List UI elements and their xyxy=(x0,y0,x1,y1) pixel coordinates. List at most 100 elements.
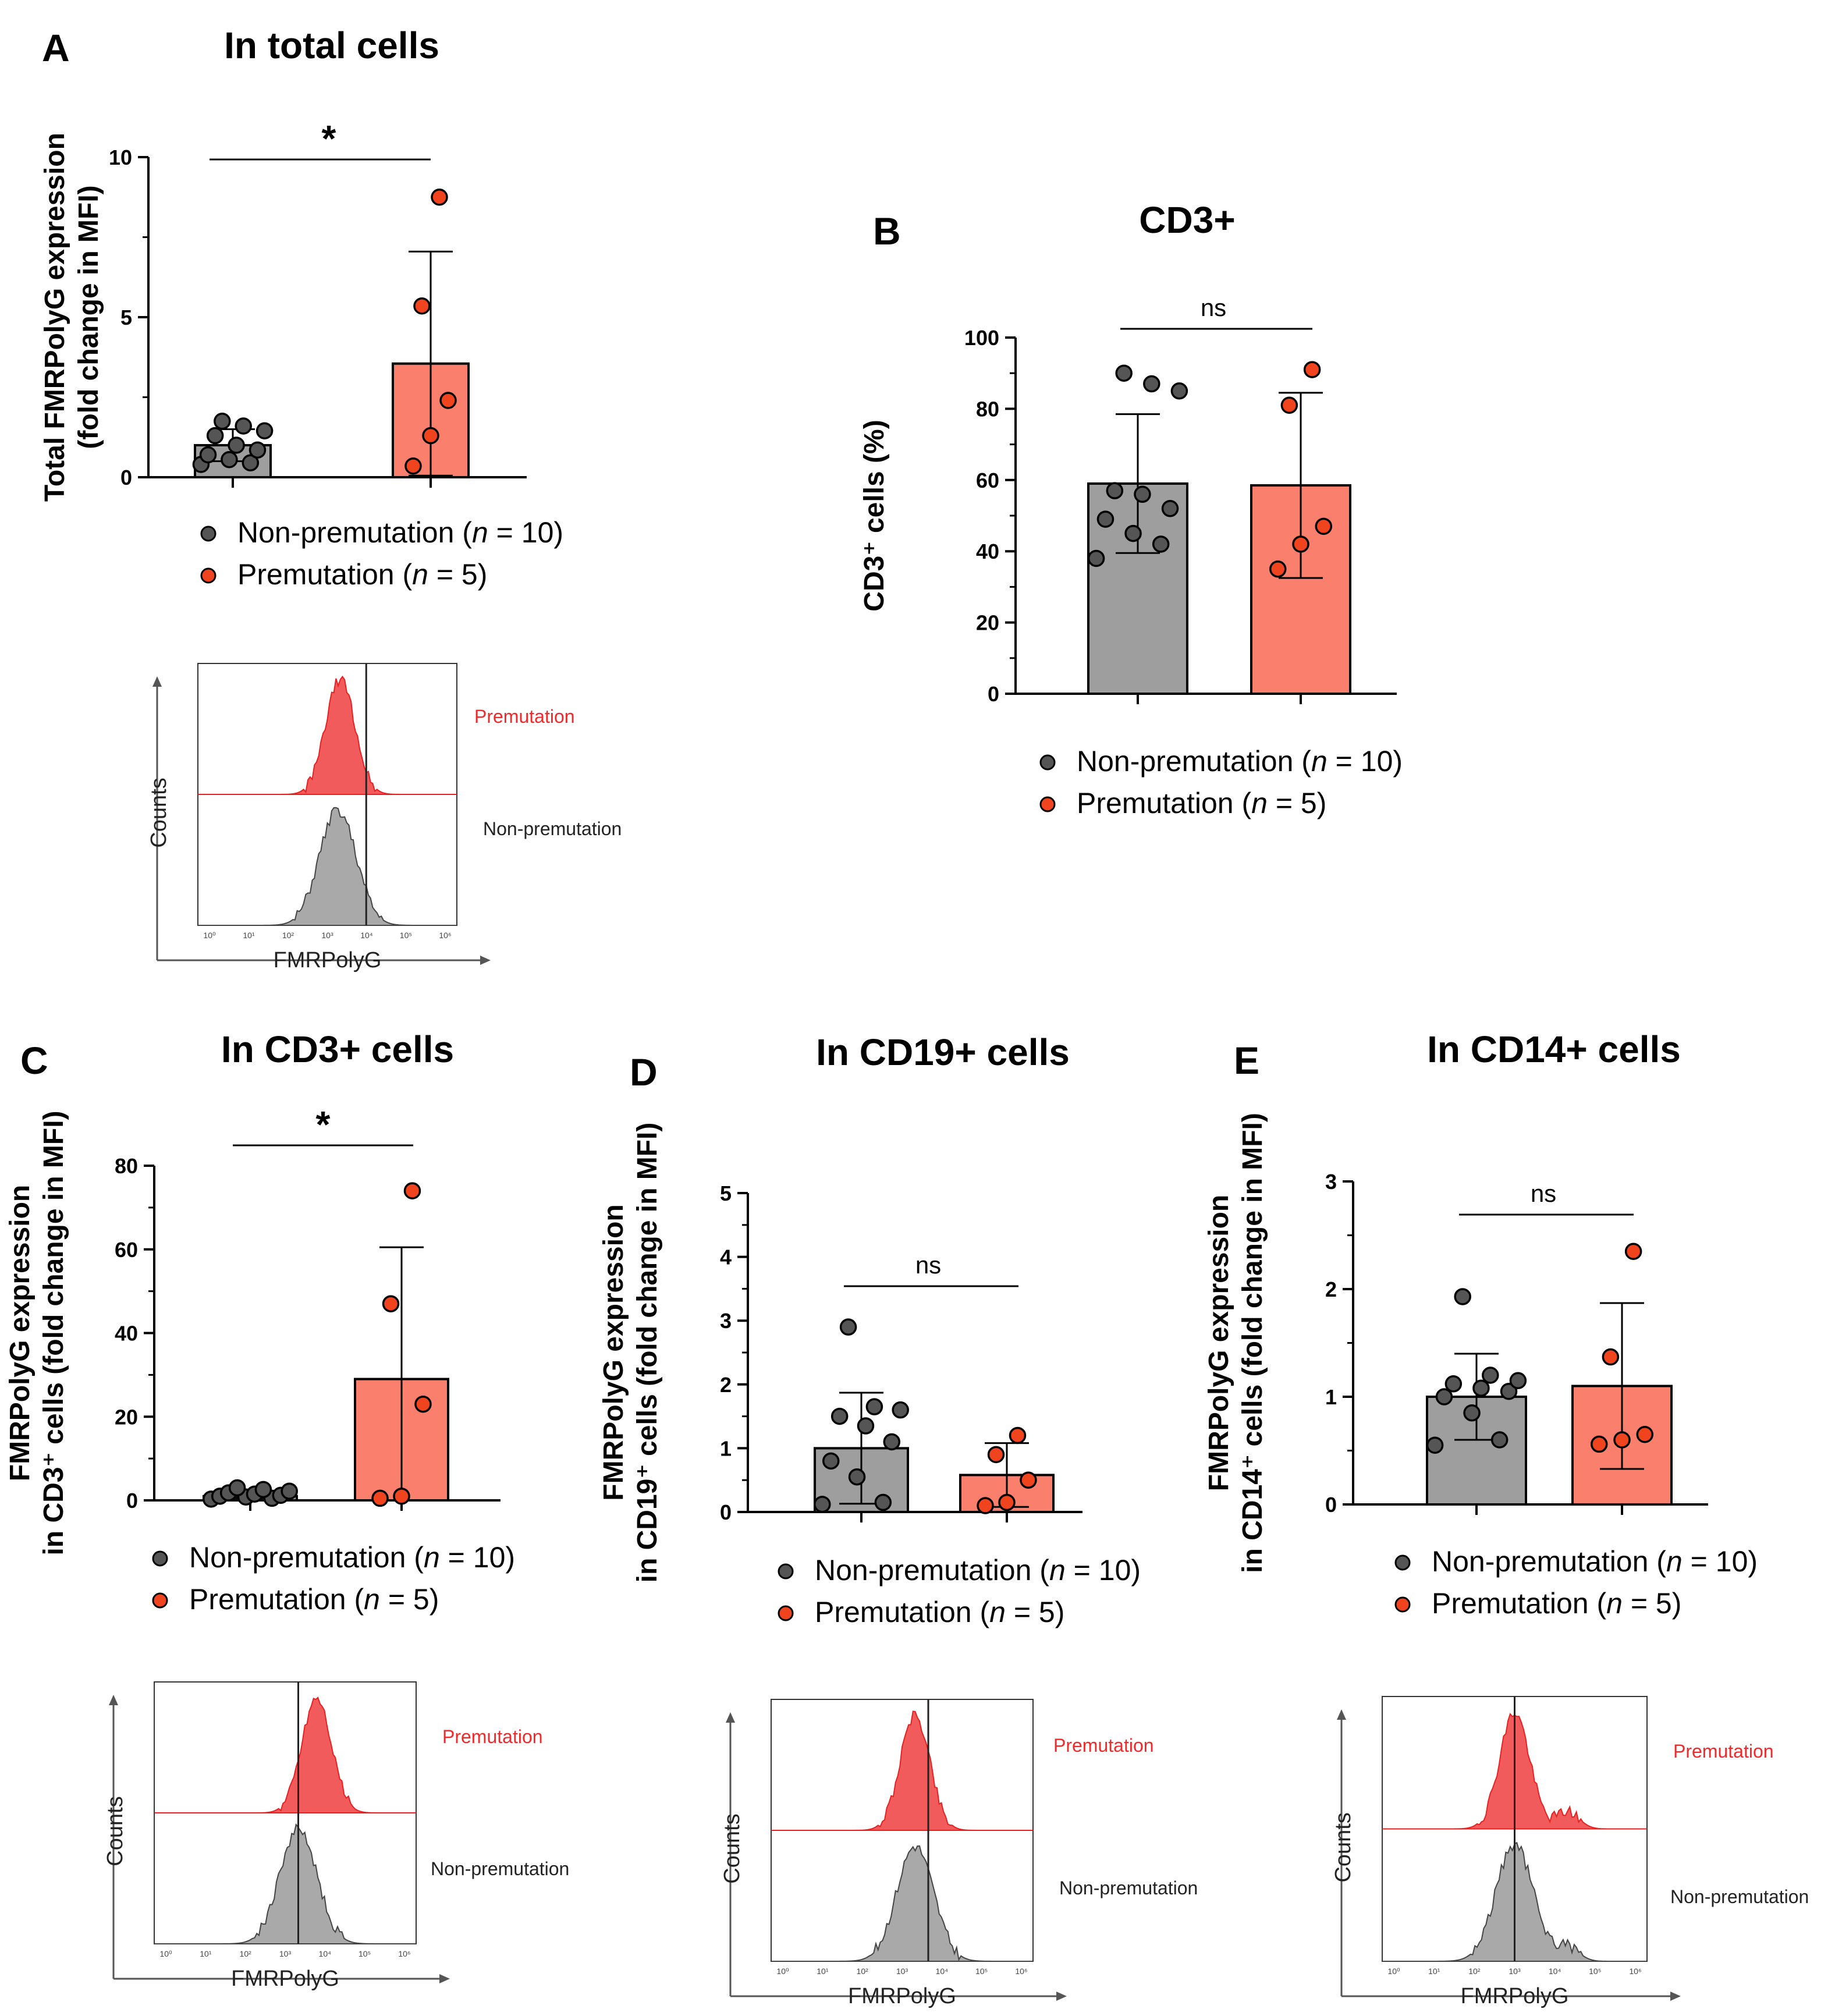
legend-n: n xyxy=(1049,1554,1066,1586)
y-tick-label: 60 xyxy=(976,468,999,492)
panel-title: CD3+ xyxy=(1139,199,1235,241)
legend-count: = 5) xyxy=(380,1583,439,1616)
significance-marker: ns xyxy=(1201,294,1226,321)
legend-text: Non-premutation ( xyxy=(189,1541,424,1574)
y-tick-label: 80 xyxy=(976,397,999,421)
data-point xyxy=(1143,375,1160,393)
panel-title: In CD3+ cells xyxy=(221,1028,454,1070)
histogram-premutation-label: Premutation xyxy=(442,1726,543,1747)
data-point xyxy=(228,436,245,454)
data-point xyxy=(1509,1372,1527,1389)
legend: Non-premutation (n = 10)Premutation (n =… xyxy=(1039,745,1403,819)
histogram-tick-label: 10¹ xyxy=(817,1967,829,1976)
y-tick-label: 2 xyxy=(720,1373,732,1397)
arrow-head xyxy=(152,676,162,687)
y-tick-label: 4 xyxy=(720,1245,732,1269)
histogram-premutation-label: Premutation xyxy=(1053,1735,1154,1756)
histogram-tick-label: 10⁶ xyxy=(1015,1967,1027,1976)
y-tick-label: 5 xyxy=(720,1181,732,1205)
legend-count: = 10) xyxy=(440,1541,515,1574)
data-point xyxy=(1096,510,1115,528)
data-point xyxy=(1444,1375,1463,1393)
data-point xyxy=(1613,1431,1631,1449)
legend-count: = 5) xyxy=(1623,1587,1681,1620)
histogram-tick-label: 10⁵ xyxy=(975,1967,988,1976)
data-point xyxy=(1590,1435,1608,1453)
y-tick-label: 1 xyxy=(720,1436,732,1460)
data-point xyxy=(857,1417,875,1435)
y-axis-label-line: in CD14⁺ cells (fold change in MFI) xyxy=(1237,1113,1268,1573)
histogram-tick-label: 10³ xyxy=(321,931,333,940)
data-point xyxy=(1134,485,1151,503)
panel-C: C In CD3+ cells FMRPolyG expression in CD3⁺… xyxy=(5,1028,515,1616)
y-tick-label: 10 xyxy=(109,145,132,169)
arrow-head xyxy=(109,1695,118,1705)
data-point xyxy=(1303,361,1321,378)
data-point xyxy=(1482,1367,1499,1384)
legend-label: Premutation (n = 5) xyxy=(815,1596,1064,1628)
histogram-tick-label: 10⁶ xyxy=(1629,1967,1641,1976)
histogram-premutation xyxy=(154,1696,416,1813)
histogram-tick-label: 10² xyxy=(857,1967,869,1976)
y-tick-label: 100 xyxy=(964,326,999,350)
legend-text: Premutation ( xyxy=(815,1596,989,1628)
data-point xyxy=(987,1446,1005,1464)
histogram-tick-label: 10⁶ xyxy=(439,931,451,940)
panel-letter: E xyxy=(1234,1039,1259,1082)
panel-title: In CD19+ cells xyxy=(816,1031,1070,1073)
data-point xyxy=(1124,524,1142,542)
histogram-tick-label: 10² xyxy=(282,931,294,940)
y-tick-label: 3 xyxy=(720,1309,732,1333)
legend-text: Premutation ( xyxy=(1077,787,1251,819)
data-point xyxy=(1106,482,1124,499)
histogram-tick-label: 10¹ xyxy=(1428,1967,1440,1976)
arrow-head xyxy=(726,1712,735,1723)
data-point xyxy=(431,189,448,206)
panel-letter: A xyxy=(42,26,70,69)
y-axis-label-line: in CD3⁺ cells (fold change in MFI) xyxy=(38,1110,69,1555)
data-point xyxy=(414,1395,432,1413)
data-point xyxy=(393,1488,410,1505)
legend-label: Non-premutation (n = 10) xyxy=(815,1554,1141,1586)
legend-count: = 10) xyxy=(1683,1545,1758,1578)
histogram-C: 10⁰ 10¹ 10² 10³ 10⁴ 10⁵ 10⁶ FMRPolyG Counts Premu… xyxy=(103,1681,569,1991)
legend-marker xyxy=(200,526,216,542)
histogram-y-label: Counts xyxy=(103,1796,127,1866)
legend-n: n xyxy=(472,516,488,549)
arrow-head xyxy=(439,1974,450,1983)
legend-label: Premutation (n = 5) xyxy=(1077,787,1326,819)
data-point xyxy=(1624,1243,1642,1260)
y-tick-label: 5 xyxy=(120,306,132,329)
histogram-tick-label: 10² xyxy=(1468,1967,1481,1976)
data-point xyxy=(892,1401,909,1419)
significance-marker: * xyxy=(316,1103,331,1145)
panel-E: E In CD14+ cells FMRPolyG expression in CD1… xyxy=(1204,1028,1758,1620)
histogram-y-label: Counts xyxy=(147,778,171,847)
y-axis-label-line: FMRPolyG expression xyxy=(1204,1195,1234,1491)
y-tick-label: 1 xyxy=(1325,1385,1337,1409)
histogram-tick-label: 10⁰ xyxy=(159,1949,172,1958)
legend-count: = 10) xyxy=(1066,1554,1141,1586)
histogram-x-label: FMRPolyG xyxy=(274,948,382,972)
data-point xyxy=(977,1497,994,1514)
y-tick-label: 0 xyxy=(126,1489,138,1513)
legend-text: Premutation ( xyxy=(237,558,412,591)
data-point xyxy=(255,422,274,439)
legend-text: Non-premutation ( xyxy=(237,516,472,549)
data-point xyxy=(242,454,260,471)
histogram-tick-label: 10⁶ xyxy=(398,1949,410,1958)
histogram-tick-label: 10⁴ xyxy=(319,1949,332,1958)
legend: Non-premutation (n = 10)Premutation (n =… xyxy=(200,516,563,591)
histogram-tick-label: 10⁰ xyxy=(776,1967,789,1976)
legend-count: = 5) xyxy=(428,558,487,591)
y-tick-label: 20 xyxy=(115,1405,138,1429)
arrow-head xyxy=(1337,1709,1346,1720)
data-point xyxy=(281,1482,298,1500)
data-point xyxy=(422,427,439,445)
data-point xyxy=(839,1318,857,1336)
data-point xyxy=(865,1398,883,1415)
significance-marker: ns xyxy=(915,1251,941,1279)
significance-marker: * xyxy=(322,118,336,159)
panel-title: In CD14+ cells xyxy=(1427,1028,1681,1070)
legend-text: Non-premutation ( xyxy=(815,1554,1049,1586)
